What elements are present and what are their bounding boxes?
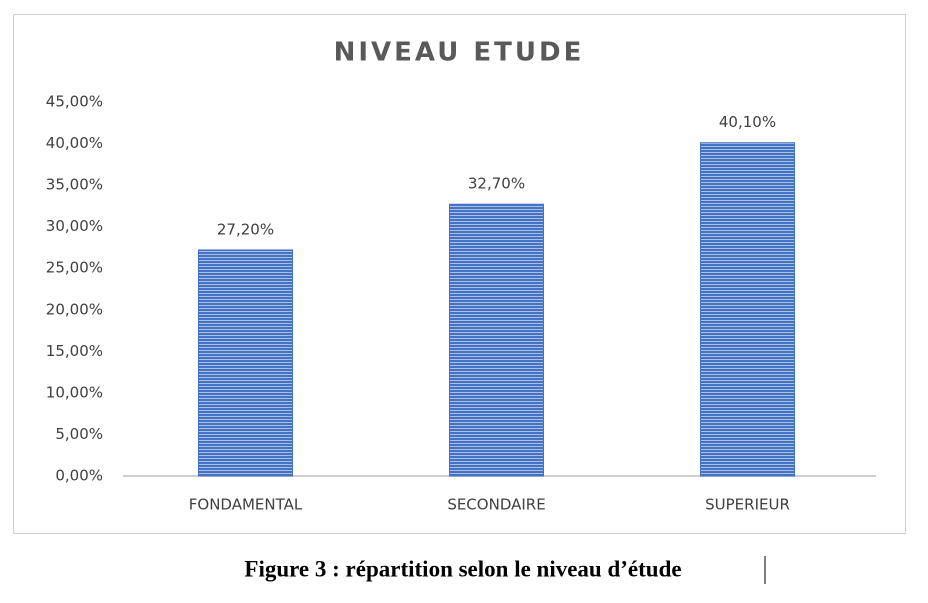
y-tick-label: 15,00%: [46, 342, 103, 360]
y-tick-label: 40,00%: [46, 134, 103, 152]
y-tick-label: 30,00%: [46, 217, 103, 235]
value-label: 40,10%: [719, 113, 776, 131]
y-tick-label: 0,00%: [55, 467, 103, 485]
value-label: 32,70%: [468, 175, 525, 193]
figure-caption: Figure 3 : répartition selon le niveau d…: [244, 556, 681, 581]
bar: [198, 249, 293, 477]
y-tick-label: 10,00%: [46, 383, 103, 401]
y-tick-label: 20,00%: [46, 300, 103, 318]
bar: [700, 142, 795, 477]
x-tick-label: SUPERIEUR: [705, 496, 790, 514]
value-label: 27,20%: [217, 220, 274, 238]
y-tick-label: 35,00%: [46, 176, 103, 194]
chart-title: NIVEAU ETUDE: [334, 38, 585, 68]
x-tick-label: FONDAMENTAL: [189, 496, 303, 514]
y-tick-label: 45,00%: [46, 93, 103, 111]
y-tick-label: 25,00%: [46, 259, 103, 277]
bar: [449, 203, 544, 477]
x-tick-label: SECONDAIRE: [447, 496, 545, 514]
y-tick-label: 5,00%: [55, 425, 103, 443]
